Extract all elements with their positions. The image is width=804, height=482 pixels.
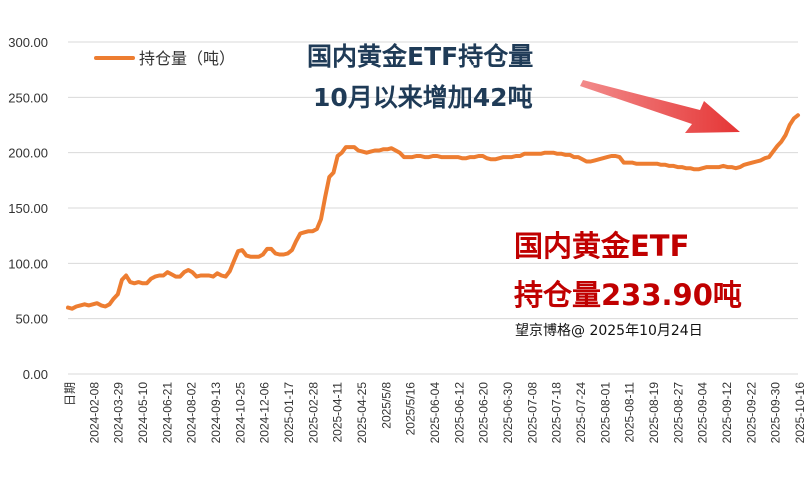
annotation-mid-line1: 国内黄金ETF [514, 229, 689, 263]
x-tick-label: 2025-08-19 [647, 382, 661, 444]
x-tick-label: 2025-06-12 [452, 382, 466, 444]
series-line [66, 113, 800, 311]
y-tick-label: 0.00 [23, 367, 48, 382]
x-tick-label: 2024-10-25 [233, 382, 247, 444]
annotation-top-line1: 国内黄金ETF持仓量 [307, 42, 533, 71]
x-tick-label: 2025-06-30 [501, 382, 515, 444]
x-tick-label: 2024-08-02 [185, 382, 199, 444]
legend-label: 持仓量（吨） [139, 49, 235, 68]
x-tick-label: 2025-09-22 [744, 382, 758, 444]
x-axis-ticks: 日期 2024-02-08 2024-03-29 2024-05-10 2024-06-… [63, 382, 804, 444]
x-tick-label: 日期 [63, 382, 77, 406]
x-tick-label: 2025-04-25 [355, 382, 369, 444]
legend: 持仓量（吨） [94, 49, 235, 68]
x-tick-label: 2025-04-11 [331, 382, 345, 443]
x-tick-label: 2025-08-27 [671, 382, 685, 444]
x-tick-label: 2025-02-28 [306, 382, 320, 444]
x-tick-label: 2024-09-13 [209, 382, 223, 444]
x-tick-label: 2025-08-01 [598, 382, 612, 444]
x-tick-label: 2024-03-29 [112, 382, 126, 444]
y-axis-ticks: 0.00 50.00 100.00 150.00 200.00 250.00 300.00 [8, 35, 48, 382]
x-tick-label: 2025-07-24 [574, 382, 588, 444]
x-tick-label: 2025-06-20 [477, 382, 491, 444]
y-tick-label: 50.00 [15, 312, 48, 327]
x-tick-label: 2025-09-04 [696, 382, 710, 444]
x-tick-label: 2024-02-08 [87, 382, 101, 444]
x-tick-label: 2025-10-16 [793, 382, 804, 444]
x-tick-label: 2025-07-18 [550, 382, 564, 444]
y-tick-label: 300.00 [8, 35, 48, 50]
x-tick-label: 2024-12-06 [258, 382, 272, 444]
x-tick-label: 2025/5/16 [404, 382, 418, 436]
series-lines [66, 113, 800, 311]
x-tick-label: 2024-05-10 [136, 382, 150, 444]
y-tick-label: 250.00 [8, 90, 48, 105]
x-tick-label: 2025/5/8 [379, 382, 393, 429]
gridlines [68, 41, 798, 375]
annotation-mid-line2: 持仓量233.90吨 [514, 278, 742, 312]
source-note: 望京博格@ 2025年10月24日 [515, 322, 703, 339]
x-tick-label: 2025-08-11 [623, 382, 637, 443]
annotation-top-line2: 10月以来增加42吨 [313, 83, 533, 112]
y-tick-label: 150.00 [8, 201, 48, 216]
x-tick-label: 2024-06-21 [160, 382, 174, 444]
x-tick-label: 2025-06-04 [428, 382, 442, 444]
y-tick-label: 100.00 [8, 256, 48, 271]
x-tick-label: 2025-07-08 [525, 382, 539, 444]
arrow-annotation [580, 80, 740, 133]
x-tick-label: 2025-09-30 [769, 382, 783, 444]
x-tick-label: 2025-01-17 [282, 382, 296, 444]
x-tick-label: 2025-09-12 [720, 382, 734, 444]
y-tick-label: 200.00 [8, 146, 48, 161]
